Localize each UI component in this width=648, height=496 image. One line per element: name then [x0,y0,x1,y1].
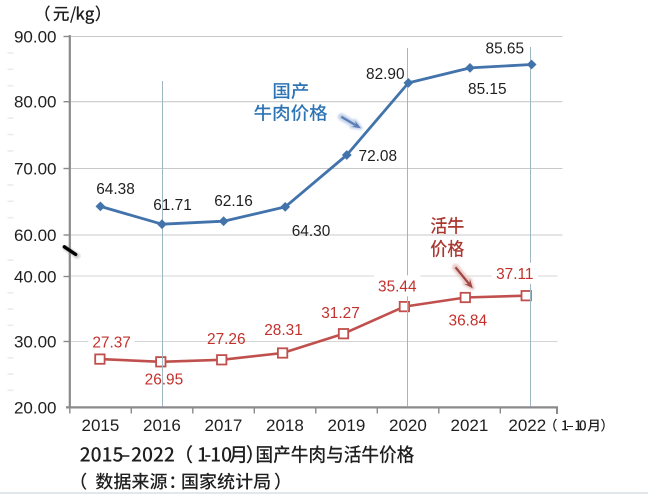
svg-text:2022: 2022 [508,416,546,435]
svg-text:64.30: 64.30 [292,223,331,240]
svg-text:35.44: 35.44 [378,279,417,296]
svg-text:70.00: 70.00 [14,160,57,179]
svg-text:90.00: 90.00 [14,28,57,47]
svg-text:2020: 2020 [389,416,427,435]
svg-text:61.71: 61.71 [153,197,192,214]
svg-text:82.90: 82.90 [366,66,405,83]
svg-text:2018: 2018 [266,416,304,435]
svg-text:31.27: 31.27 [321,305,360,322]
svg-text:2021: 2021 [450,416,488,435]
svg-text:80.00: 80.00 [14,93,57,112]
svg-text:2017: 2017 [204,416,242,435]
svg-text:37.11: 37.11 [496,266,533,283]
svg-text:40.00: 40.00 [14,268,57,287]
svg-text:30.00: 30.00 [14,333,57,352]
svg-text:27.37: 27.37 [92,334,131,351]
svg-text:60.00: 60.00 [14,226,57,245]
svg-text:36.84: 36.84 [449,312,488,329]
svg-text:28.31: 28.31 [264,322,303,339]
svg-text:72.08: 72.08 [359,148,398,165]
svg-text:2019: 2019 [327,416,365,435]
svg-text:20.00: 20.00 [14,398,57,417]
svg-text:85.15: 85.15 [468,81,507,98]
svg-text:2015: 2015 [81,416,119,435]
svg-text:62.16: 62.16 [214,193,253,210]
svg-text:2016: 2016 [143,416,181,435]
svg-text:64.38: 64.38 [96,181,135,198]
svg-text:85.65: 85.65 [486,41,525,58]
svg-text:27.26: 27.26 [207,331,246,348]
svg-text:26.95: 26.95 [145,372,184,389]
